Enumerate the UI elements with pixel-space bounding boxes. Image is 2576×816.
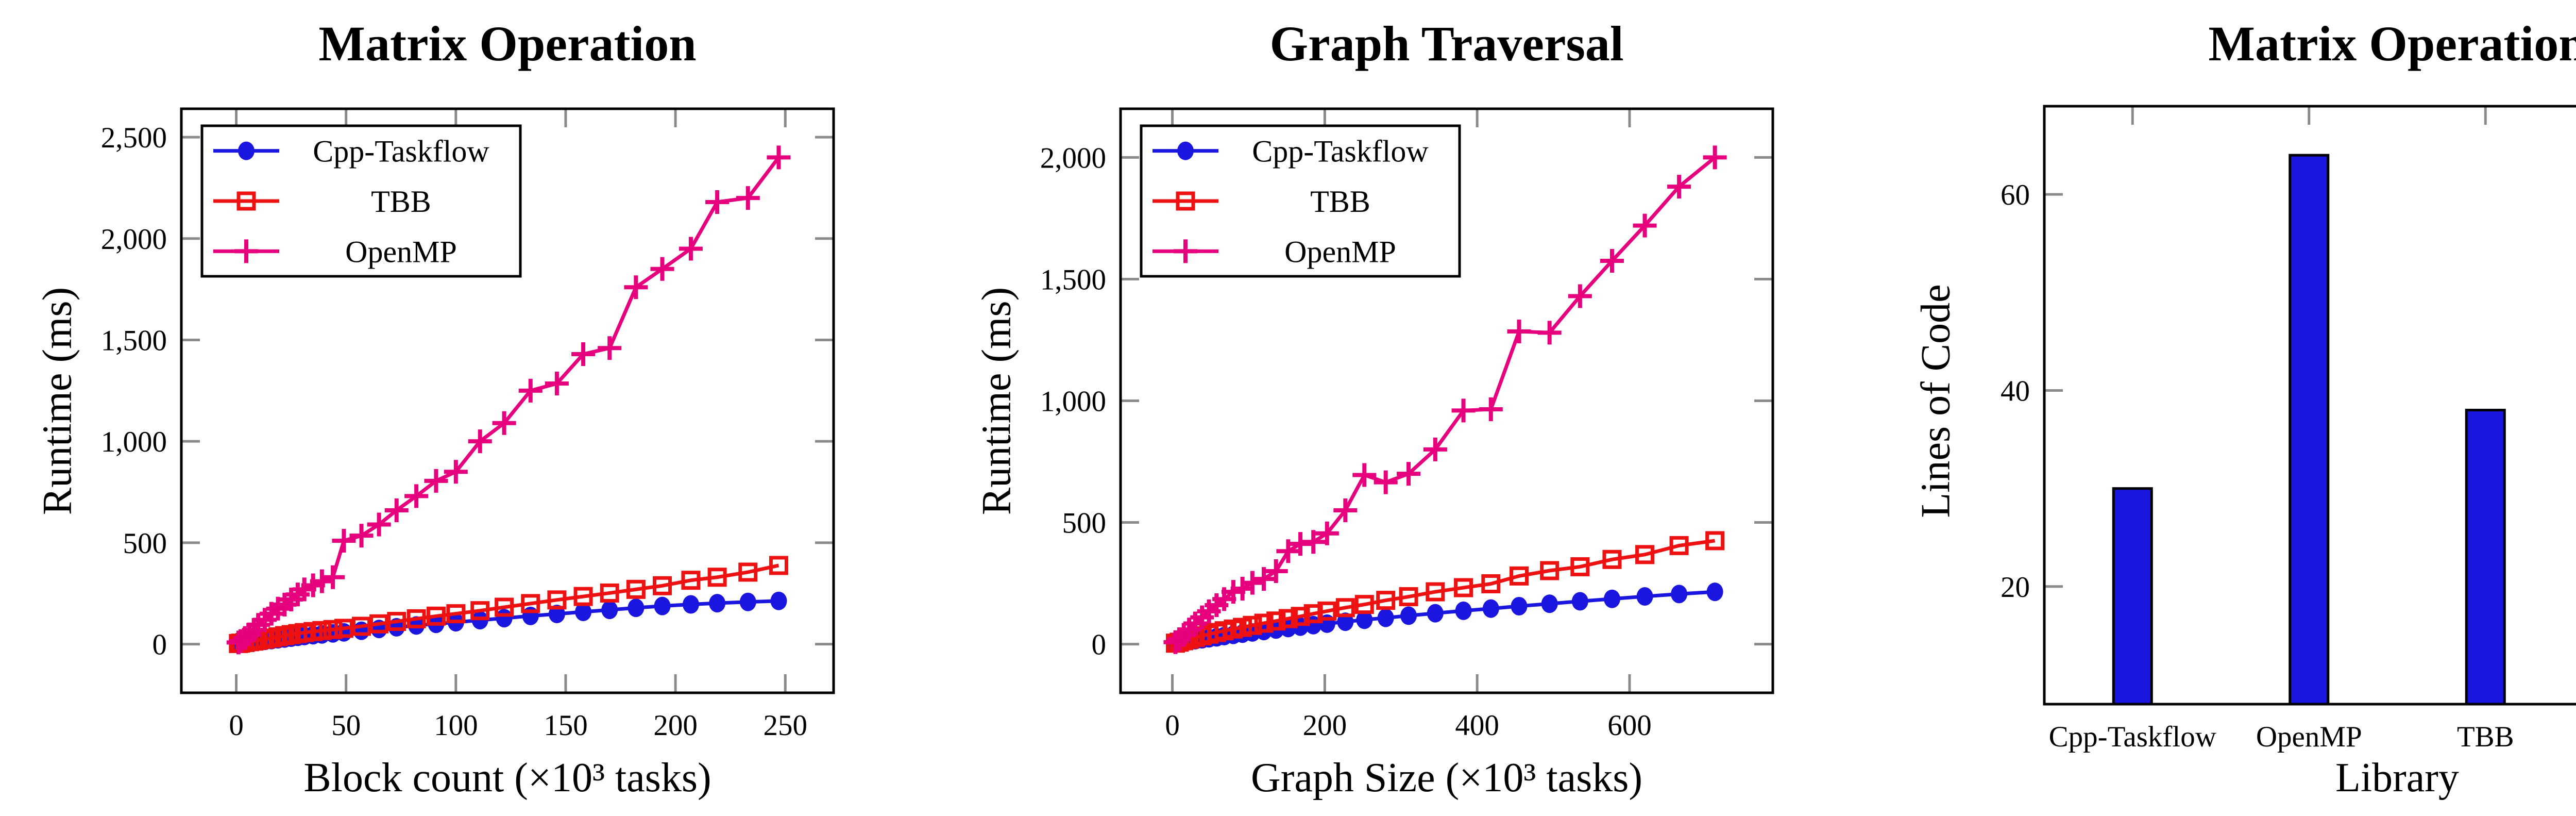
- y-axis-label: Runtime (ms): [974, 287, 1020, 515]
- chart-title: Matrix Operation: [318, 16, 697, 71]
- svg-text:2,000: 2,000: [1040, 142, 1106, 174]
- svg-text:OpenMP: OpenMP: [2256, 721, 2362, 753]
- svg-text:400: 400: [1455, 709, 1499, 742]
- svg-text:1,500: 1,500: [101, 324, 167, 357]
- svg-text:OpenMP: OpenMP: [345, 235, 457, 269]
- svg-text:2,500: 2,500: [101, 122, 167, 154]
- svg-text:200: 200: [653, 709, 698, 742]
- svg-text:60: 60: [2001, 179, 2030, 211]
- matrix-runtime-chart: 0 500 1,000 1,500 2,000 2,500 0 50 100 150 200 250 C…: [101, 107, 835, 742]
- panel-graph-runtime: 0 500 1,000 1,500 2,000 0 200 400 600 Cpp-Taskflo…: [960, 8, 1858, 816]
- svg-text:Cpp-Taskflow: Cpp-Taskflow: [313, 135, 489, 169]
- svg-text:0: 0: [229, 709, 244, 742]
- svg-text:2,000: 2,000: [101, 223, 167, 256]
- y-axis-label: Lines of Code: [1913, 284, 1959, 518]
- chart-title: Graph Traversal: [1269, 16, 1624, 71]
- svg-text:0: 0: [1092, 629, 1107, 661]
- svg-text:Cpp-Taskflow: Cpp-Taskflow: [1252, 135, 1429, 169]
- panel-matrix-runtime: 0 500 1,000 1,500 2,000 2,500 0 50 100 150 200 250 C…: [21, 8, 919, 816]
- svg-text:TBB: TBB: [2457, 721, 2514, 753]
- svg-text:0: 0: [152, 629, 167, 661]
- svg-text:150: 150: [544, 709, 588, 742]
- svg-text:100: 100: [434, 709, 478, 742]
- x-axis-label: Block count (×10³ tasks): [303, 755, 711, 801]
- svg-text:50: 50: [331, 709, 361, 742]
- svg-text:TBB: TBB: [1310, 185, 1370, 219]
- svg-text:TBB: TBB: [371, 185, 431, 219]
- graph-runtime-chart: 0 500 1,000 1,500 2,000 0 200 400 600 Cpp-Taskflo…: [1040, 107, 1774, 742]
- svg-text:500: 500: [123, 527, 167, 560]
- x-axis-label: Graph Size (×10³ tasks): [1250, 755, 1643, 801]
- svg-text:1,500: 1,500: [1040, 263, 1106, 296]
- svg-text:Cpp-Taskflow: Cpp-Taskflow: [2049, 721, 2216, 753]
- chart-title: Matrix Operation: [2208, 16, 2576, 71]
- svg-text:250: 250: [763, 709, 807, 742]
- svg-text:40: 40: [2001, 375, 2030, 407]
- svg-text:OpenMP: OpenMP: [1284, 235, 1396, 269]
- x-axis-label: Library: [2335, 755, 2459, 801]
- y-axis-label: Runtime (ms): [35, 287, 80, 515]
- svg-text:1,000: 1,000: [1040, 386, 1106, 418]
- svg-text:1,000: 1,000: [101, 426, 167, 458]
- svg-text:200: 200: [1303, 709, 1347, 742]
- svg-text:20: 20: [2001, 571, 2030, 604]
- svg-text:600: 600: [1607, 709, 1652, 742]
- svg-text:500: 500: [1062, 507, 1107, 540]
- svg-text:0: 0: [1165, 709, 1180, 742]
